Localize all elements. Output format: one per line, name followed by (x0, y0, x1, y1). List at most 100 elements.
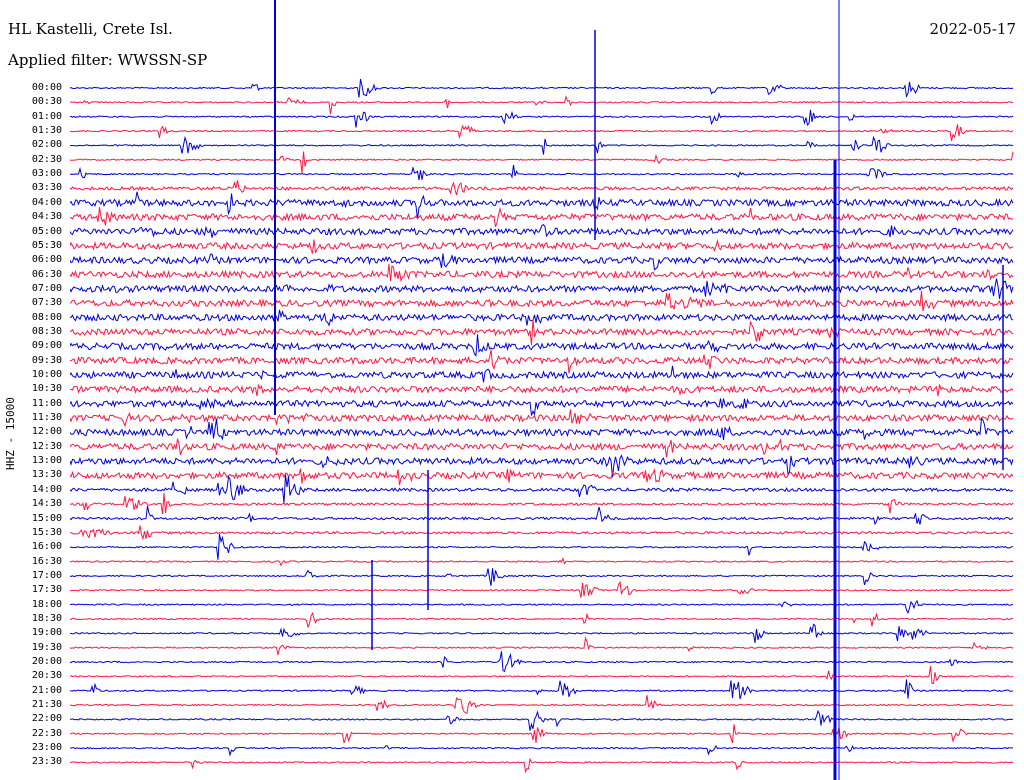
trace-line (70, 568, 1014, 586)
time-label: 13:00 (31, 455, 62, 467)
trace-line (70, 679, 1014, 700)
trace-line (70, 124, 1014, 142)
time-label: 06:30 (31, 268, 62, 280)
time-label: 01:30 (31, 125, 62, 137)
trace-line (70, 666, 1014, 685)
trace-line (70, 409, 1014, 428)
trace-line (70, 94, 1014, 115)
time-label: 21:00 (31, 684, 62, 696)
station-title: HL Kastelli, Crete Isl. (8, 20, 173, 38)
trace-line (70, 454, 1014, 478)
time-label: 16:00 (31, 541, 62, 553)
time-label: 19:30 (31, 641, 62, 653)
time-label: 13:30 (31, 469, 62, 481)
trace-line (70, 191, 1014, 220)
time-label: 14:00 (31, 483, 62, 495)
trace-line (70, 534, 1014, 560)
trace-line (70, 319, 1014, 346)
time-label: 10:00 (31, 369, 62, 380)
time-label: 14:30 (31, 498, 62, 510)
time-label: 22:30 (31, 727, 62, 739)
trace-line (70, 109, 1014, 128)
time-label: 06:00 (31, 254, 62, 266)
time-label: 21:30 (31, 699, 62, 711)
trace-line (70, 611, 1014, 629)
time-label: 17:30 (31, 584, 62, 596)
trace-line (70, 78, 1014, 99)
trace-line (70, 636, 1014, 656)
time-label: 20:30 (31, 670, 62, 682)
time-label: 11:00 (31, 397, 62, 409)
time-label: 20:00 (31, 656, 62, 667)
trace-line (70, 206, 1014, 227)
seismogram-plot (70, 0, 1014, 780)
time-label: 15:00 (31, 512, 62, 524)
trace-line (70, 253, 1014, 271)
trace-line (70, 724, 1014, 744)
time-label: 19:00 (31, 627, 62, 639)
time-label: 02:00 (31, 139, 62, 151)
trace-line (70, 474, 1014, 504)
time-label: 12:00 (31, 426, 62, 438)
time-label: 00:30 (31, 96, 62, 108)
time-label: 23:30 (31, 756, 62, 768)
trace-line (70, 468, 1014, 486)
time-label: 03:30 (31, 182, 62, 194)
trace-line (70, 525, 1014, 541)
trace-line (70, 309, 1014, 327)
trace-line (70, 278, 1014, 299)
time-label: 09:00 (31, 340, 62, 352)
trace-line (70, 223, 1014, 238)
time-labels: 00:00 00:30 01:00 01:30 02:00 02:30 03:00 03:30… (0, 0, 66, 780)
time-label: 05:30 (31, 239, 62, 251)
trace-line (70, 164, 1014, 181)
time-label: 10:30 (31, 383, 62, 395)
time-label: 05:00 (31, 225, 62, 237)
trace-line (70, 180, 1014, 196)
time-label: 04:00 (31, 196, 62, 208)
trace-line (70, 135, 1014, 155)
time-label: 04:30 (31, 211, 62, 223)
time-label: 15:30 (31, 526, 62, 538)
time-label: 07:00 (31, 282, 62, 294)
time-label: 18:30 (31, 612, 62, 624)
trace-line (70, 695, 1014, 714)
time-label: 07:30 (31, 297, 62, 309)
trace-line (70, 417, 1014, 441)
trace-line (70, 438, 1014, 458)
trace-line (70, 263, 1014, 283)
trace-line (70, 397, 1014, 416)
trace-line (70, 580, 1013, 598)
trace-line (70, 238, 1014, 254)
trace-line (70, 290, 1014, 312)
trace-line (70, 493, 1014, 515)
time-label: 03:00 (31, 168, 62, 180)
trace-line (70, 349, 1014, 374)
trace-line (70, 623, 1014, 643)
trace-line (70, 744, 1013, 757)
time-label: 16:30 (31, 555, 62, 567)
trace-line (70, 757, 1014, 774)
trace-line (70, 599, 1014, 615)
time-label: 12:30 (31, 440, 62, 452)
time-label: 17:00 (31, 569, 62, 581)
trace-line (70, 556, 1014, 567)
trace-line (70, 505, 1014, 526)
trace-line (70, 383, 1014, 397)
trace-line (70, 651, 1014, 673)
time-label: 18:00 (31, 598, 62, 610)
time-label: 22:00 (31, 713, 62, 725)
time-label: 02:30 (31, 153, 62, 165)
time-label: 09:30 (31, 354, 62, 366)
time-label: 00:00 (31, 82, 62, 93)
filter-label: Applied filter: WWSSN-SP (8, 51, 208, 69)
trace-line (70, 151, 1014, 174)
time-label: 11:30 (31, 412, 62, 424)
time-label: 23:00 (31, 742, 62, 754)
time-label: 08:30 (31, 325, 62, 337)
time-label: 08:00 (31, 311, 62, 323)
time-label: 01:00 (31, 110, 62, 122)
trace-line (70, 709, 1014, 731)
date-label: 2022-05-17 (929, 20, 1016, 38)
